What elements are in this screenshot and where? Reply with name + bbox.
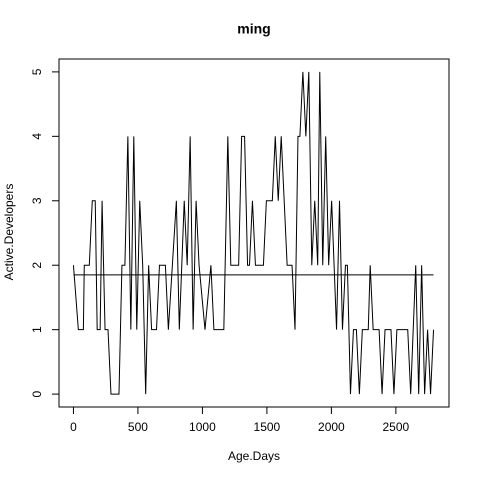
x-tick-label: 2500 bbox=[383, 420, 410, 434]
x-tick-label: 1500 bbox=[254, 420, 281, 434]
x-tick-label: 0 bbox=[70, 420, 77, 434]
x-tick-label: 2000 bbox=[318, 420, 345, 434]
x-axis-label: Age.Days bbox=[228, 449, 280, 463]
x-tick-label: 500 bbox=[128, 420, 148, 434]
y-tick-label: 2 bbox=[30, 262, 44, 269]
y-tick-label: 1 bbox=[30, 326, 44, 333]
y-tick-label: 4 bbox=[30, 133, 44, 140]
chart-title: ming bbox=[237, 21, 270, 37]
y-tick-label: 3 bbox=[30, 197, 44, 204]
y-axis-label: Active.Developers bbox=[2, 184, 16, 281]
x-tick-label: 1000 bbox=[189, 420, 216, 434]
y-tick-label: 5 bbox=[30, 68, 44, 75]
data-line bbox=[72, 71, 435, 395]
y-tick-label: 0 bbox=[30, 390, 44, 397]
